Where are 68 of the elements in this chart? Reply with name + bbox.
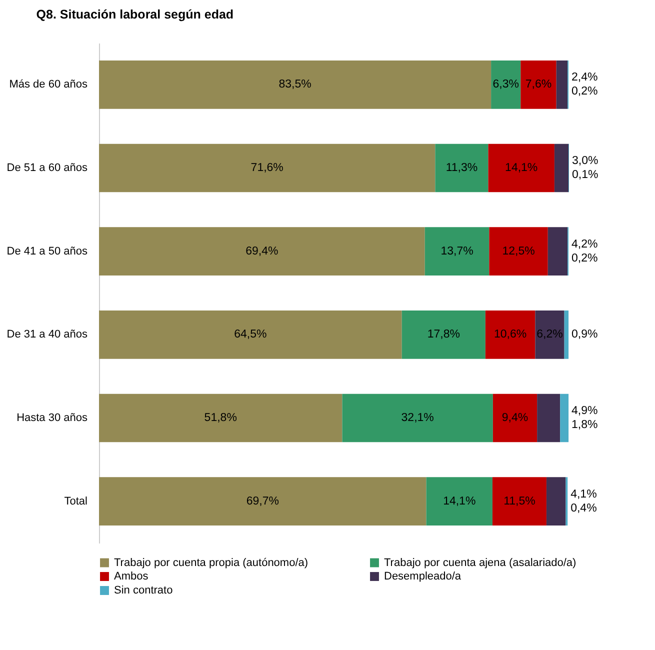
chart-title: Q8. Situación laboral según edad xyxy=(36,8,234,22)
data-label: 14,1% xyxy=(505,162,538,174)
legend-label: Trabajo por cuenta ajena (asalariado/a) xyxy=(384,556,576,569)
bar xyxy=(402,310,486,359)
data-label: 4,9% xyxy=(572,405,598,417)
bar xyxy=(489,227,548,276)
bar xyxy=(99,310,402,359)
bar xyxy=(520,60,556,109)
data-label: 0,1% xyxy=(572,169,598,181)
bar xyxy=(342,394,493,442)
data-label: 32,1% xyxy=(401,412,434,424)
bar xyxy=(99,394,342,442)
data-label: 64,5% xyxy=(234,328,267,341)
data-label: 11,5% xyxy=(504,495,536,508)
bar xyxy=(99,144,436,192)
y-tick-label: De 51 a 60 años xyxy=(6,162,88,174)
bar xyxy=(424,227,490,276)
data-label: 14,1% xyxy=(443,495,476,508)
data-label: 83,5% xyxy=(278,78,312,91)
legend-label: Desempleado/a xyxy=(384,570,462,582)
data-label: 0,9% xyxy=(572,328,598,341)
data-label: 0,2% xyxy=(572,252,598,264)
bar xyxy=(564,310,569,359)
data-label: 13,7% xyxy=(440,245,474,258)
legend-label: Ambos xyxy=(114,570,149,582)
bar xyxy=(426,477,492,526)
bar xyxy=(537,394,560,442)
data-label: 6,3% xyxy=(492,78,519,91)
y-tick-label: De 41 a 50 años xyxy=(6,245,88,258)
legend-label: Trabajo por cuenta propia (autónomo/a) xyxy=(114,556,308,569)
data-label: 51,8% xyxy=(204,412,237,424)
data-label: 6,2% xyxy=(536,328,563,341)
bar xyxy=(546,477,566,526)
data-label: 3,0% xyxy=(572,155,598,167)
data-label: 4,2% xyxy=(572,238,598,250)
data-label: 4,1% xyxy=(570,488,597,500)
bar xyxy=(554,144,569,192)
bar xyxy=(435,144,488,192)
y-tick-label: De 31 a 40 años xyxy=(6,328,88,341)
data-label: 0,4% xyxy=(570,502,597,514)
data-label: 2,4% xyxy=(572,72,598,84)
bar xyxy=(488,144,554,192)
y-tick-label: Total xyxy=(64,495,88,508)
data-label: 69,4% xyxy=(246,245,278,258)
bar xyxy=(492,477,546,526)
bar xyxy=(560,394,569,442)
bar xyxy=(485,310,536,359)
y-tick-label: Más de 60 años xyxy=(9,78,88,91)
bar xyxy=(99,60,492,109)
data-label: 1,8% xyxy=(572,419,598,431)
bar xyxy=(99,227,425,276)
bar xyxy=(492,394,538,442)
bar xyxy=(491,60,521,109)
data-label: 0,2% xyxy=(572,86,598,98)
y-tick-label: Hasta 30 años xyxy=(16,412,88,424)
data-label: 12,5% xyxy=(502,245,535,258)
data-label: 10,6% xyxy=(494,328,527,341)
data-label: 7,6% xyxy=(525,78,552,91)
bar xyxy=(99,477,426,526)
data-label: 71,6% xyxy=(250,162,284,174)
legend-label: Sin contrato xyxy=(114,584,173,596)
bar xyxy=(556,60,568,109)
data-label: 69,7% xyxy=(246,495,279,508)
bar xyxy=(535,310,564,359)
data-label: 11,3% xyxy=(446,162,478,174)
data-label: 9,4% xyxy=(502,412,528,424)
bar xyxy=(548,227,568,276)
data-label: 17,8% xyxy=(427,328,460,341)
